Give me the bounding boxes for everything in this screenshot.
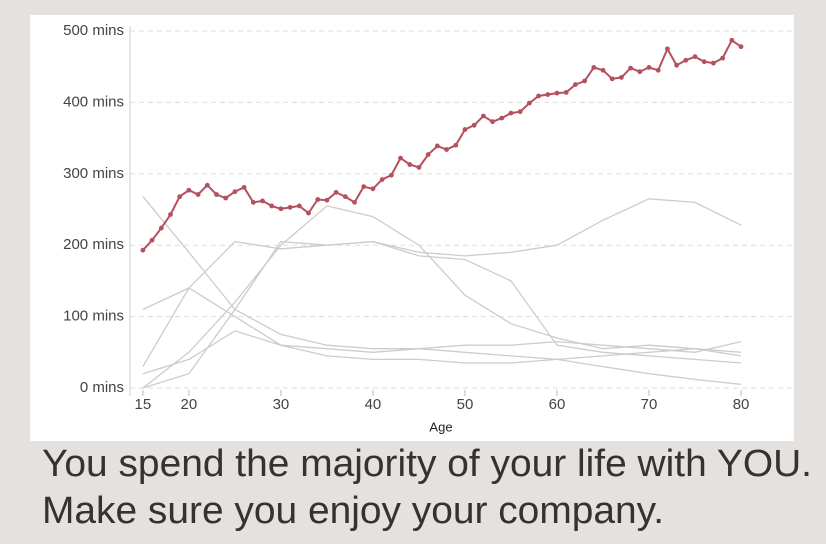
- data-point: [296, 203, 302, 209]
- data-point: [315, 197, 321, 202]
- series-line: [142, 198, 742, 367]
- data-point: [416, 164, 422, 170]
- data-point: [526, 100, 532, 106]
- data-point: [609, 76, 615, 82]
- data-point: [370, 186, 376, 192]
- data-point: [508, 110, 514, 116]
- data-point: [462, 127, 468, 132]
- series-line: [142, 330, 742, 375]
- data-point: [250, 199, 256, 205]
- data-point: [665, 46, 670, 52]
- data-point: [379, 177, 385, 182]
- data-point: [260, 198, 265, 204]
- data-point: [545, 92, 551, 97]
- data-point: [241, 184, 247, 190]
- data-point: [269, 203, 275, 209]
- data-point: [287, 204, 293, 210]
- data-point: [158, 225, 164, 231]
- data-point: [572, 82, 578, 87]
- series-line: [142, 287, 742, 353]
- data-point: [177, 194, 183, 200]
- data-point: [407, 162, 413, 167]
- data-point: [223, 195, 229, 201]
- data-point: [425, 152, 431, 157]
- y-tick-label: 500 mins: [63, 22, 124, 39]
- data-point: [214, 192, 219, 197]
- data-point: [204, 182, 210, 188]
- x-tick-label: 20: [181, 396, 198, 413]
- data-point: [149, 237, 155, 243]
- x-tick-label: 80: [733, 396, 750, 413]
- data-point: [674, 62, 680, 68]
- data-point: [692, 54, 698, 60]
- data-point: [168, 212, 173, 217]
- x-axis-label: Age: [429, 419, 452, 434]
- data-point: [480, 113, 486, 119]
- data-point: [628, 65, 634, 71]
- data-point: [591, 65, 597, 70]
- y-tick-label: 300 mins: [63, 165, 124, 182]
- y-tick-label: 400 mins: [63, 93, 124, 110]
- data-point: [582, 78, 587, 84]
- x-tick-label: 70: [641, 396, 658, 413]
- data-point: [637, 69, 643, 75]
- data-point: [646, 65, 652, 70]
- y-tick-label: 200 mins: [63, 236, 124, 253]
- data-point: [195, 192, 201, 197]
- data-point: [140, 247, 146, 253]
- data-point: [563, 90, 569, 95]
- data-point: [333, 189, 339, 195]
- x-tick-label: 40: [365, 396, 382, 413]
- x-tick-label: 60: [549, 396, 566, 413]
- data-point: [453, 142, 459, 148]
- data-point: [720, 55, 726, 61]
- series-line: [142, 240, 742, 389]
- data-point: [444, 147, 449, 152]
- data-point: [711, 60, 716, 66]
- data-point: [398, 155, 403, 161]
- data-point: [600, 67, 606, 73]
- x-tick-label: 30: [273, 396, 290, 413]
- x-tick-label: 50: [457, 396, 474, 413]
- data-point: [554, 90, 560, 96]
- data-point: [388, 172, 394, 178]
- data-point: [352, 199, 357, 205]
- y-tick-label: 0 mins: [80, 379, 124, 396]
- data-point: [324, 197, 330, 203]
- data-point: [655, 67, 661, 73]
- data-point: [186, 187, 192, 193]
- data-point: [683, 57, 689, 63]
- x-tick-label: 15: [135, 396, 152, 413]
- data-point: [278, 206, 284, 212]
- data-point: [232, 189, 238, 195]
- data-point: [729, 37, 735, 43]
- data-point: [536, 93, 541, 99]
- data-point: [306, 210, 311, 216]
- data-point: [490, 119, 495, 125]
- y-tick-label: 100 mins: [63, 308, 124, 325]
- data-point: [499, 115, 505, 121]
- data-point: [619, 75, 624, 80]
- chart-panel: [30, 15, 794, 441]
- data-point: [738, 44, 744, 50]
- data-point: [517, 109, 523, 115]
- series-line: [142, 196, 742, 386]
- data-point: [701, 59, 707, 65]
- caption-line: You spend the majority of your life with…: [42, 443, 812, 485]
- caption-line: Make sure you enjoy your company.: [42, 490, 664, 532]
- data-point: [361, 184, 367, 190]
- data-point: [471, 122, 477, 128]
- series-line: [142, 205, 742, 389]
- data-point: [342, 194, 348, 200]
- data-point: [434, 143, 440, 149]
